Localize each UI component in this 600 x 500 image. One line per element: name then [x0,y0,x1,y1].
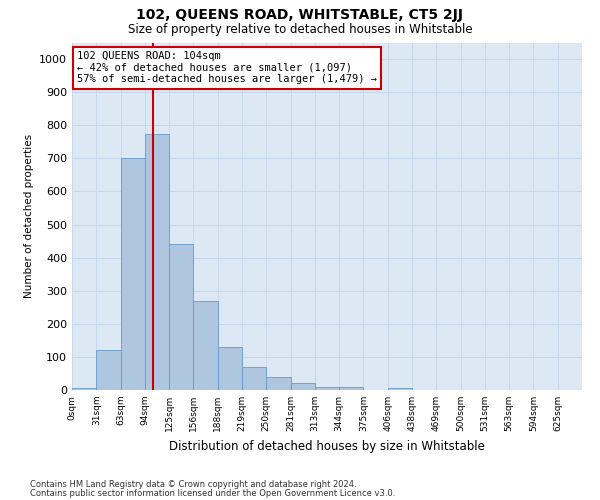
X-axis label: Distribution of detached houses by size in Whitstable: Distribution of detached houses by size … [169,440,485,452]
Bar [169,244,193,390]
Bar [121,158,145,390]
Text: Contains public sector information licensed under the Open Government Licence v3: Contains public sector information licen… [30,488,395,498]
Bar [315,386,339,390]
Text: Contains HM Land Registry data © Crown copyright and database right 2024.: Contains HM Land Registry data © Crown c… [30,480,356,489]
Bar [145,134,169,390]
Bar [242,368,266,390]
Text: Size of property relative to detached houses in Whitstable: Size of property relative to detached ho… [128,22,472,36]
Y-axis label: Number of detached properties: Number of detached properties [23,134,34,298]
Bar [72,388,96,390]
Bar [266,378,290,390]
Bar [218,347,242,390]
Bar [388,388,412,390]
Bar [290,382,315,390]
Bar [339,386,364,390]
Text: 102 QUEENS ROAD: 104sqm
← 42% of detached houses are smaller (1,097)
57% of semi: 102 QUEENS ROAD: 104sqm ← 42% of detache… [77,51,377,84]
Bar [96,350,121,390]
Bar [193,300,218,390]
Text: 102, QUEENS ROAD, WHITSTABLE, CT5 2JJ: 102, QUEENS ROAD, WHITSTABLE, CT5 2JJ [137,8,464,22]
